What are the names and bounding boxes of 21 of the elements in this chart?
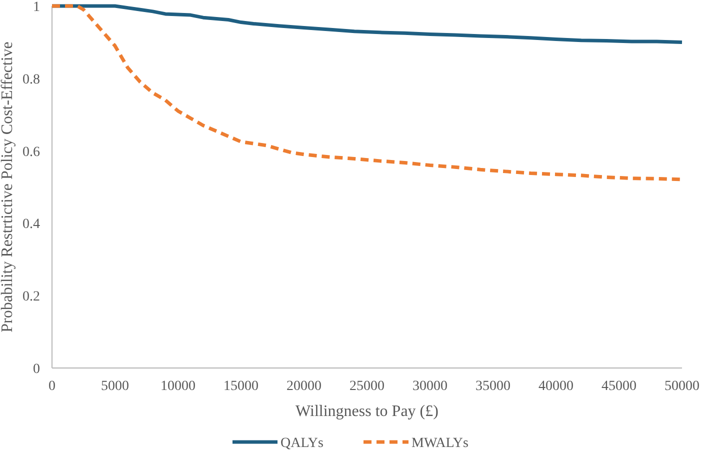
y-tick-label: 0.8 (22, 72, 40, 88)
x-tick-label: 10000 (160, 379, 196, 394)
y-axis-title: Probability Restrtictive Policy Cost-Effective (0, 42, 16, 332)
x-tick-label: 25000 (350, 379, 384, 394)
y-tick-label: 0.2 (22, 290, 40, 305)
x-tick-label: 20000 (286, 379, 322, 394)
x-tick-label: 0 (48, 379, 56, 394)
y-tick-label: 0 (33, 362, 40, 377)
x-tick-label: 45000 (602, 379, 636, 394)
y-tick-label: 0.6 (22, 144, 40, 160)
x-axis-title: Willingness to Pay (£) (296, 403, 438, 420)
y-tick-label: 1 (33, 0, 40, 15)
x-tick-label: 30000 (412, 379, 448, 394)
x-tick-label: 50000 (664, 379, 700, 394)
x-tick-label: 40000 (538, 379, 574, 394)
x-tick-label: 5000 (101, 379, 129, 394)
x-tick-label: 15000 (224, 379, 258, 394)
legend-label: MWALYs (412, 436, 468, 451)
y-tick-label: 0.4 (22, 217, 40, 232)
legend-label: QALYs (280, 436, 324, 451)
x-tick-label: 35000 (476, 379, 510, 394)
